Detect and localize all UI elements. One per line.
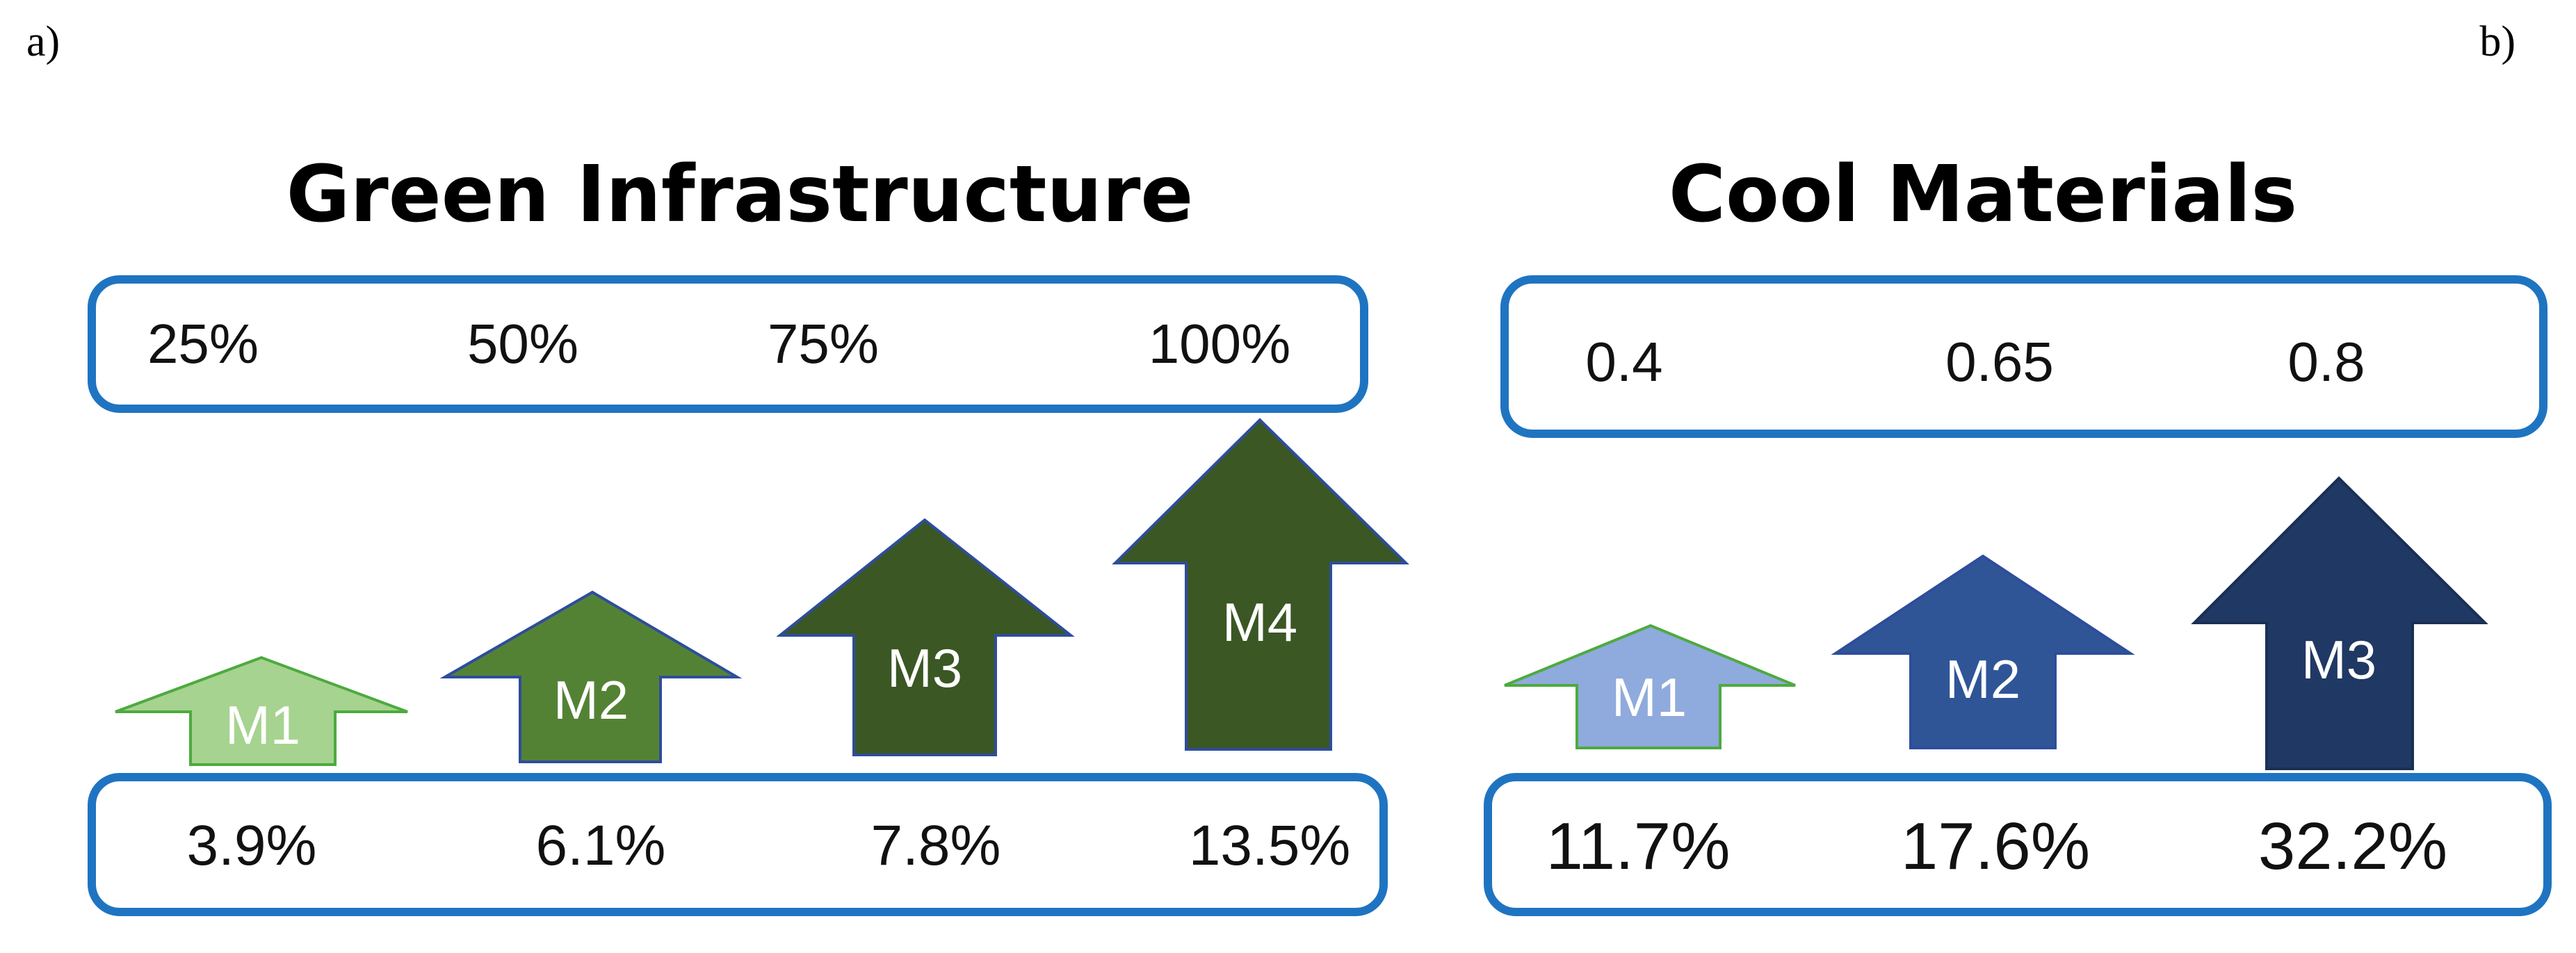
level-25: 25% bbox=[147, 313, 259, 375]
levels-box-cool bbox=[1500, 275, 2547, 438]
result-m3-green: 7.8% bbox=[871, 814, 1001, 877]
arrow-m4-green: M4 bbox=[1112, 418, 1409, 751]
result-m1-cool: 11.7% bbox=[1546, 809, 1730, 883]
arrow-m4-green-label: M4 bbox=[1222, 592, 1297, 653]
arrow-m2-green-label: M2 bbox=[553, 669, 629, 731]
results-box-green bbox=[88, 773, 1388, 916]
arrow-m3-green-label: M3 bbox=[887, 637, 962, 699]
result-m2-green: 6.1% bbox=[536, 814, 666, 877]
arrow-m1-green: M1 bbox=[115, 655, 408, 766]
result-m3-cool: 32.2% bbox=[2258, 809, 2447, 883]
arrow-m3-green: M3 bbox=[776, 518, 1075, 756]
arrow-m1-cool-label: M1 bbox=[1612, 667, 1687, 728]
result-m2-cool: 17.6% bbox=[1901, 809, 2090, 883]
arrow-m3-cool: M3 bbox=[2191, 476, 2488, 770]
level-0-8: 0.8 bbox=[2287, 331, 2365, 393]
panel-a-label: a) bbox=[26, 18, 60, 65]
level-100: 100% bbox=[1149, 313, 1291, 375]
arrow-m2-green: M2 bbox=[439, 590, 743, 763]
panel-b-label: b) bbox=[2479, 18, 2516, 65]
level-75: 75% bbox=[768, 313, 879, 375]
result-m1-green: 3.9% bbox=[187, 814, 317, 877]
arrow-m1-cool: M1 bbox=[1504, 624, 1796, 749]
arrow-m1-green-label: M1 bbox=[225, 694, 300, 756]
cool-materials-title: Cool Materials bbox=[1669, 149, 2297, 240]
results-box-cool bbox=[1484, 773, 2552, 916]
arrow-m2-cool-label: M2 bbox=[1945, 649, 2020, 710]
panel-cool-materials: Cool Materials 0.4 0.65 0.8 M1 M2 M3 11.… bbox=[1484, 149, 2552, 916]
panel-green-infrastructure: Green Infrastructure 25% 50% 75% 100% M1… bbox=[88, 149, 1409, 916]
arrow-m3-cool-label: M3 bbox=[2301, 629, 2376, 690]
green-infrastructure-title: Green Infrastructure bbox=[286, 149, 1194, 240]
result-m4-green: 13.5% bbox=[1189, 814, 1351, 877]
level-0-4: 0.4 bbox=[1585, 331, 1662, 393]
levels-box-green bbox=[88, 275, 1368, 413]
level-50: 50% bbox=[467, 313, 578, 375]
level-0-65: 0.65 bbox=[1945, 331, 2054, 393]
arrow-m2-cool: M2 bbox=[1831, 554, 2135, 749]
